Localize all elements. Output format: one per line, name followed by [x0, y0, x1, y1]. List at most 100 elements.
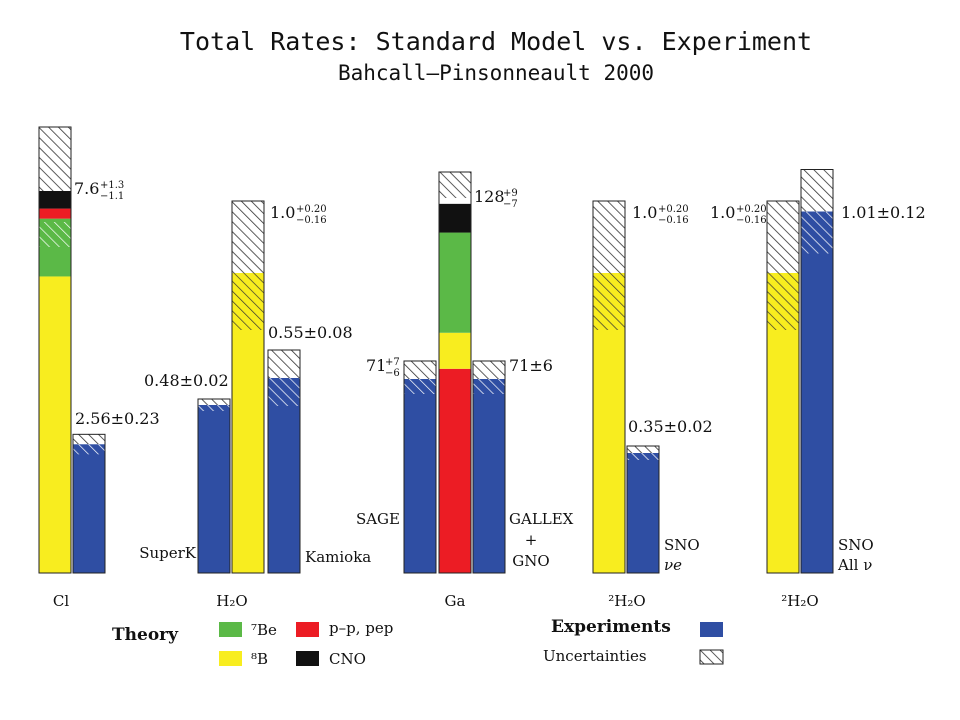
name-gno: GNO	[512, 552, 549, 570]
snoall-theory-sup: +0.20	[736, 204, 767, 215]
name-gallex: GALLEX	[509, 510, 574, 528]
gallex-experiment-bar	[473, 378, 505, 573]
category-h2o: H₂O	[216, 592, 247, 610]
cl-theory-outline	[38, 126, 72, 574]
superk-experiment-bar	[198, 405, 230, 573]
gallex-experiment-lower-uncertainty	[473, 378, 505, 394]
sno-e-experiment-upper-uncertainty	[627, 446, 659, 453]
legend-experiments-label: Experiments	[551, 617, 671, 637]
legend-cno-label: CNO	[329, 650, 366, 668]
superk-experiment-outline	[197, 398, 231, 574]
sage-experiment-lower-uncertainty	[404, 378, 436, 394]
sno-theory-outline	[592, 200, 626, 574]
sage-experiment-bar	[404, 378, 436, 573]
sno-theory-label: 1.0	[632, 203, 657, 222]
sno-theory-lower-uncertainty	[593, 273, 625, 330]
snoall-theory-lower-uncertainty	[767, 273, 799, 330]
gallex-experiment-upper-uncertainty	[473, 360, 505, 379]
cl-theory-lower-uncertainty	[39, 222, 71, 247]
sno-all-experiment-outline	[800, 169, 834, 574]
sage-sub: −6	[385, 368, 400, 379]
legend-cno-swatch	[296, 651, 319, 666]
cl-theory-sub: −1.1	[100, 191, 124, 202]
cl-exp-label: 2.56±0.23	[75, 409, 160, 428]
experiment-names: SuperK Kamioka SAGE GALLEX + GNO SNO νe …	[139, 510, 874, 574]
chart-subtitle: Bahcall–Pinsonneault 2000	[338, 61, 654, 85]
sage-label: 71	[366, 356, 386, 375]
superk-label: 0.48±0.02	[144, 371, 229, 390]
snoall-theory-upper-uncertainty	[767, 201, 799, 273]
sage-sup: +7	[385, 357, 400, 368]
name-sno2: SNO	[838, 536, 874, 554]
ga-theory-sup: +9	[503, 188, 518, 199]
h2o-theory-lower-uncertainty	[232, 273, 264, 330]
name-kamioka: Kamioka	[305, 548, 371, 566]
cl-theory-cno-segment	[39, 191, 71, 209]
ga-theory-b8-segment	[439, 332, 471, 369]
superk-experiment-upper-uncertainty	[198, 399, 230, 405]
snoall-theory-outline	[766, 200, 800, 574]
name-nue: νe	[664, 556, 682, 574]
sno-theory-sup: +0.20	[658, 204, 689, 215]
sno-e-label: 0.35±0.02	[628, 417, 713, 436]
cl-experiment-upper-uncertainty	[73, 434, 105, 445]
ga-theory-be7-segment	[439, 232, 471, 333]
sno-all-label: 1.01±0.12	[841, 203, 926, 222]
kamioka-experiment-outline	[267, 349, 301, 574]
sno-all-experiment-upper-uncertainty	[801, 169, 833, 212]
ga-theory-label: 128	[474, 187, 505, 206]
h2o-theory-upper-uncertainty	[232, 201, 264, 273]
chart-title: Total Rates: Standard Model vs. Experime…	[180, 27, 812, 56]
cl-theory-upper-uncertainty	[39, 127, 71, 191]
value-labels: 7.6 +1.3 −1.1 2.56±0.23 1.0 +0.20 −0.16 …	[74, 179, 926, 436]
sno-e-experiment-lower-uncertainty	[627, 453, 659, 460]
legend-pp-label: p–p, pep	[329, 619, 393, 637]
sno-e-experiment-outline	[626, 445, 660, 574]
sage-experiment-outline	[403, 360, 437, 574]
sno-all-experiment-lower-uncertainty	[801, 211, 833, 254]
name-sno: SNO	[664, 536, 700, 554]
cl-theory-label: 7.6	[74, 179, 99, 198]
category-d2o-1: ²H₂O	[608, 592, 645, 610]
kamioka-experiment-upper-uncertainty	[268, 350, 300, 378]
name-superk: SuperK	[139, 544, 197, 562]
sno-theory-sub: −0.16	[658, 215, 689, 226]
cl-theory-sup: +1.3	[100, 180, 124, 191]
cl-theory-b8-segment	[39, 276, 71, 573]
ga-theory-pp-segment	[439, 368, 471, 573]
cl-theory-pp-segment	[39, 208, 71, 219]
h2o-theory-outline	[231, 200, 265, 574]
legend-b8-swatch	[219, 651, 242, 666]
legend: Theory ⁷Be ⁸B p–p, pep CNO Experiments U…	[112, 617, 724, 668]
gallex-label: 71±6	[509, 356, 553, 375]
gallex-experiment-outline	[472, 360, 506, 574]
category-labels: Cl H₂O Ga ²H₂O ²H₂O	[53, 592, 819, 610]
kamioka-experiment-bar	[268, 378, 300, 573]
legend-experiments-swatch	[700, 622, 723, 637]
category-d2o-2: ²H₂O	[781, 592, 818, 610]
name-sage: SAGE	[356, 510, 400, 528]
snoall-theory-label: 1.0	[710, 203, 735, 222]
legend-pp-swatch	[296, 622, 319, 637]
bars-group	[38, 126, 834, 574]
legend-b8-label: ⁸B	[251, 650, 268, 668]
h2o-theory-sup: +0.20	[296, 204, 327, 215]
name-plus: +	[525, 531, 538, 549]
h2o-theory-sub: −0.16	[296, 215, 327, 226]
legend-uncertainties-swatch	[699, 649, 724, 665]
cl-experiment-lower-uncertainty	[73, 444, 105, 455]
category-ga: Ga	[445, 592, 466, 610]
superk-experiment-lower-uncertainty	[198, 405, 230, 411]
legend-be7-label: ⁷Be	[251, 621, 277, 639]
sno-all-experiment-bar	[801, 211, 833, 573]
ga-theory-sub: −7	[503, 199, 518, 210]
legend-theory-title: Theory	[112, 625, 179, 645]
cl-experiment-bar	[73, 444, 105, 573]
sno-e-experiment-bar	[627, 453, 659, 573]
kamioka-experiment-lower-uncertainty	[268, 378, 300, 406]
h2o-theory-label: 1.0	[270, 203, 295, 222]
kamioka-label: 0.55±0.08	[268, 323, 353, 342]
legend-be7-swatch	[219, 622, 242, 637]
legend-uncertainties-label: Uncertainties	[543, 647, 647, 665]
ga-theory-outline	[438, 171, 472, 574]
